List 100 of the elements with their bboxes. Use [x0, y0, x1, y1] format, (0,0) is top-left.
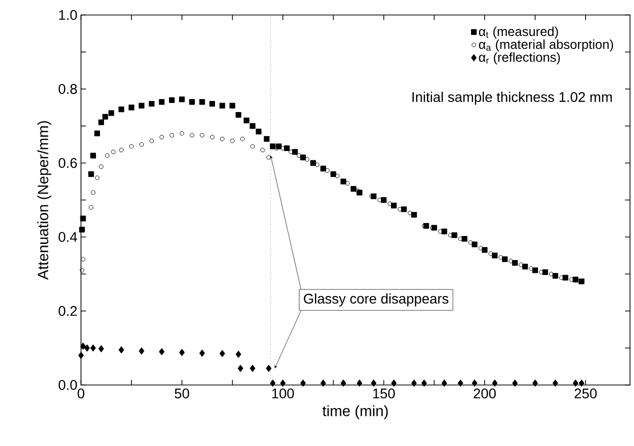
point	[314, 162, 320, 168]
point	[199, 99, 205, 105]
point	[94, 176, 100, 180]
point	[98, 345, 104, 352]
point	[492, 252, 498, 258]
point	[452, 232, 458, 238]
point	[280, 380, 286, 387]
point	[199, 350, 205, 357]
point	[88, 205, 94, 210]
point	[442, 380, 448, 387]
point	[104, 153, 110, 158]
point	[170, 133, 174, 138]
point	[572, 380, 578, 387]
x-tick-label: 200	[474, 388, 496, 398]
point	[209, 100, 216, 107]
point	[179, 96, 185, 102]
point	[388, 201, 392, 206]
point	[80, 256, 86, 262]
point	[468, 240, 473, 245]
point	[220, 136, 225, 142]
point	[482, 247, 488, 253]
x-tick-label: 250	[574, 388, 597, 398]
point	[250, 364, 256, 372]
point	[189, 99, 195, 105]
point	[284, 145, 290, 152]
point	[542, 269, 548, 275]
x-tick-label: 50	[174, 388, 190, 398]
point	[472, 380, 478, 387]
point	[119, 148, 124, 152]
point	[325, 168, 330, 173]
point	[158, 348, 165, 356]
point	[310, 160, 316, 166]
y-tick-label: 0.2	[58, 306, 77, 316]
point	[138, 102, 144, 108]
point	[320, 166, 326, 172]
point	[391, 380, 397, 387]
point	[220, 350, 226, 358]
point	[270, 380, 276, 387]
point	[168, 97, 175, 103]
point	[356, 190, 362, 196]
legend-label: α$_{a}$ (material absorption)	[478, 39, 614, 52]
point	[80, 342, 86, 350]
y-tick-label: 0.0	[58, 380, 77, 390]
point	[128, 104, 134, 110]
point	[108, 110, 114, 116]
point	[159, 134, 164, 140]
point	[304, 157, 310, 162]
point	[270, 144, 276, 150]
point	[421, 380, 427, 387]
point	[391, 202, 397, 208]
point	[102, 114, 108, 120]
y-tick-label: 1.0	[59, 10, 77, 20]
point	[180, 131, 184, 136]
x-tick-label: 100	[272, 388, 294, 398]
point	[230, 138, 235, 144]
point	[356, 380, 362, 387]
point	[236, 350, 242, 358]
point	[158, 99, 165, 105]
point	[118, 106, 124, 112]
point	[90, 344, 96, 352]
point	[335, 174, 340, 178]
point	[478, 246, 483, 250]
point	[512, 380, 518, 387]
point	[296, 153, 302, 158]
point	[236, 112, 242, 118]
point	[498, 255, 504, 260]
point	[98, 164, 104, 169]
point	[256, 128, 262, 134]
point	[111, 150, 116, 154]
y-axis-title: Attenuation (Neper/mm)	[37, 121, 52, 280]
point	[532, 267, 538, 274]
point	[94, 130, 100, 136]
point	[190, 133, 194, 138]
point	[84, 344, 90, 352]
point	[350, 186, 356, 192]
point	[90, 152, 96, 158]
point	[250, 123, 256, 129]
point	[264, 136, 270, 142]
point	[518, 262, 524, 267]
point	[411, 380, 417, 387]
point	[377, 198, 382, 202]
point	[330, 171, 336, 177]
point	[502, 256, 508, 262]
point	[292, 149, 298, 155]
point	[458, 380, 464, 387]
point	[138, 347, 144, 355]
point	[512, 260, 518, 266]
point	[88, 171, 94, 177]
point	[90, 190, 96, 195]
point	[492, 380, 498, 387]
point	[240, 136, 245, 142]
point	[472, 242, 478, 248]
point	[522, 264, 528, 270]
x-axis-title: time (min)	[322, 405, 388, 420]
point	[538, 270, 544, 274]
y-tick-label: 0.8	[58, 84, 77, 94]
point	[552, 273, 558, 279]
point	[411, 212, 417, 218]
point	[98, 119, 104, 126]
x-tick-label: 150	[373, 388, 395, 398]
